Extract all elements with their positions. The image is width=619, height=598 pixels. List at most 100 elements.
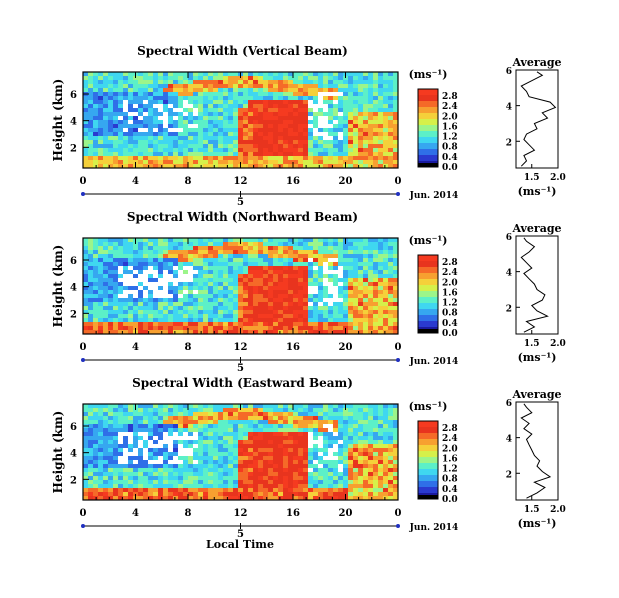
heatmap-cell (343, 436, 349, 441)
heatmap-cell (253, 152, 259, 157)
heatmap-cell (283, 254, 289, 259)
day-label: 5 (237, 197, 244, 208)
heatmap-cell (248, 72, 254, 77)
heatmap-cell (383, 112, 389, 117)
heatmap-cell (323, 262, 329, 267)
heatmap-cell (93, 444, 99, 449)
heatmap-cell (268, 480, 274, 485)
heatmap-cell (183, 254, 189, 259)
x-tick-label: 16 (286, 176, 300, 187)
heatmap-cell (98, 310, 104, 315)
heatmap-cell (313, 456, 319, 461)
heatmap-cell (368, 140, 374, 145)
heatmap-cell (238, 274, 244, 279)
heatmap-cell (263, 270, 269, 275)
heatmap-cell (208, 448, 214, 453)
heatmap-cell (173, 278, 179, 283)
colorbar-unit: (ms⁻¹) (409, 400, 448, 413)
heatmap-cell (148, 484, 154, 489)
heatmap-cell (273, 160, 279, 165)
heatmap-cell (253, 436, 259, 441)
heatmap-cell (213, 496, 219, 501)
heatmap-cell (88, 464, 94, 469)
heatmap-cell (198, 238, 204, 243)
heatmap-cell (108, 100, 114, 105)
heatmap-cell (268, 164, 274, 169)
heatmap-cell (183, 492, 189, 497)
heatmap-cell (158, 132, 164, 137)
heatmap-cell (213, 160, 219, 165)
heatmap-cell (318, 270, 324, 275)
heatmap-cell (388, 290, 394, 295)
heatmap-cell (158, 144, 164, 149)
heatmap-cell (388, 250, 394, 255)
heatmap-cell (258, 250, 264, 255)
heatmap-cell (293, 416, 299, 421)
heatmap-cell (253, 420, 259, 425)
heatmap-cell (338, 448, 344, 453)
heatmap-cell (358, 246, 364, 251)
heatmap-cell (308, 302, 314, 307)
heatmap-cell (93, 262, 99, 267)
heatmap-cell (323, 72, 329, 77)
heatmap-cell (238, 314, 244, 319)
heatmap-cell (153, 84, 159, 89)
heatmap-cell (138, 420, 144, 425)
heatmap-cell (178, 420, 184, 425)
heatmap-cell (148, 254, 154, 259)
heatmap-cell (173, 314, 179, 319)
heatmap-cell (278, 290, 284, 295)
heatmap-cell (358, 476, 364, 481)
heatmap-cell (118, 290, 124, 295)
heatmap-cell (148, 468, 154, 473)
heatmap-cell (128, 412, 134, 417)
heatmap-cell (138, 492, 144, 497)
heatmap-cell (373, 160, 379, 165)
heatmap-cell (318, 120, 324, 125)
heatmap-cell (363, 456, 369, 461)
heatmap-cell (93, 108, 99, 113)
heatmap-cell (148, 428, 154, 433)
heatmap-cell (288, 428, 294, 433)
heatmap-cell (118, 460, 124, 465)
heatmap-cell (118, 274, 124, 279)
colorbar-tick-label: 0.8 (442, 143, 458, 153)
heatmap-cell (103, 436, 109, 441)
heatmap-cell (88, 140, 94, 145)
heatmap-cell (198, 282, 204, 287)
heatmap-cell (288, 496, 294, 501)
heatmap-cell (313, 404, 319, 409)
heatmap-cell (258, 290, 264, 295)
heatmap-cell (178, 132, 184, 137)
heatmap-cell (363, 76, 369, 81)
heatmap-cell (348, 496, 354, 501)
heatmap-cell (263, 424, 269, 429)
heatmap-cell (108, 112, 114, 117)
heatmap-cell (228, 88, 234, 93)
heatmap-cell (193, 164, 199, 169)
heatmap-cell (178, 408, 184, 413)
heatmap-cell (288, 404, 294, 409)
heatmap-cell (273, 84, 279, 89)
heatmap-cell (238, 456, 244, 461)
heatmap-cell (138, 330, 144, 335)
heatmap-cell (358, 274, 364, 279)
avg-y-tick-label: 2 (506, 138, 512, 148)
heatmap-cell (243, 302, 249, 307)
heatmap-cell (358, 464, 364, 469)
heatmap-cell (93, 322, 99, 327)
heatmap-cell (238, 420, 244, 425)
heatmap-cell (338, 80, 344, 85)
heatmap-cell (313, 496, 319, 501)
heatmap-cell (313, 286, 319, 291)
heatmap-cell (133, 104, 139, 109)
heatmap-cell (93, 120, 99, 125)
heatmap-cell (93, 72, 99, 77)
heatmap-cell (293, 96, 299, 101)
heatmap-cell (213, 444, 219, 449)
heatmap-cell (313, 416, 319, 421)
heatmap-cell (203, 286, 209, 291)
heatmap-cell (153, 412, 159, 417)
heatmap-cell (113, 424, 119, 429)
heatmap-cell (273, 314, 279, 319)
